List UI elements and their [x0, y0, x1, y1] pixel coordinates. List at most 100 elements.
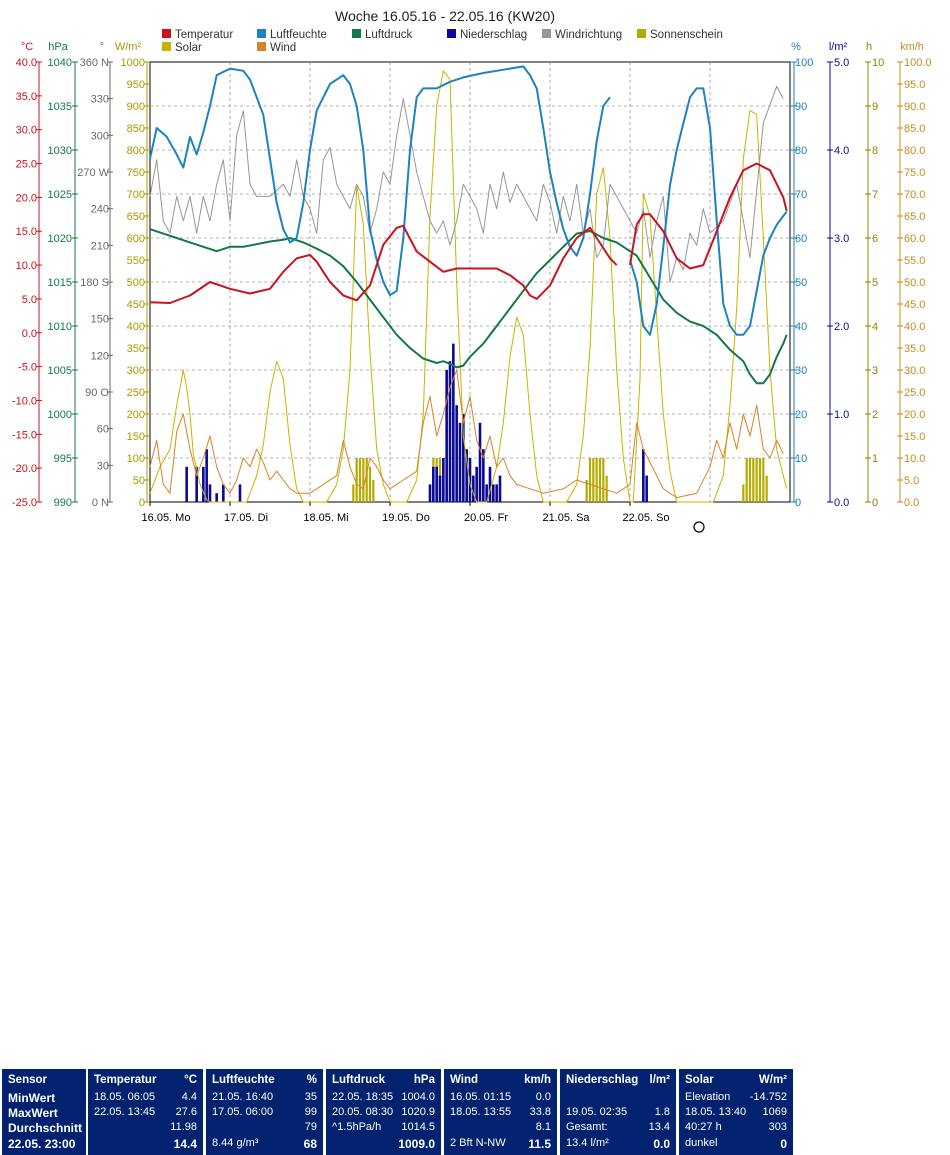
sonnenschein-bar — [605, 475, 608, 502]
hum-tick-label: 0 — [795, 497, 801, 509]
sensor-header: Sensor — [8, 1074, 47, 1086]
temp-tick-label: 40.0 — [16, 57, 37, 69]
niederschlag-bar — [642, 449, 645, 502]
temperatur-line — [149, 224, 618, 304]
x-tick-label: 22.05. So — [622, 512, 669, 524]
legend-swatch — [162, 42, 171, 51]
solar-header: Solar — [685, 1074, 714, 1086]
hum-tick-label: 70 — [795, 189, 807, 201]
niederschlag-bar — [445, 370, 448, 502]
legend-label: Sonnenschein — [650, 29, 723, 41]
wind-tick-label: 25.0 — [904, 387, 925, 399]
sonnenschein-bar — [372, 480, 375, 502]
solar-row-value: 303 — [768, 1121, 787, 1133]
solar-tick-label: 300 — [127, 365, 145, 377]
chart-legend: Temperatur Luftfeuchte Luftdruck Niederschl… — [162, 29, 723, 54]
sonnenschein-bar — [765, 475, 768, 502]
sun-tick-label: 9 — [872, 101, 878, 113]
wind-tick-label: 65.0 — [904, 211, 925, 223]
wind-tick-label: 80.0 — [904, 145, 925, 157]
luftfeuchte-line — [149, 65, 611, 297]
legend-swatch — [637, 29, 646, 38]
summary-solar: Solar W/m² Elevation -14.752 18.05. 13:40 106… — [679, 1069, 793, 1155]
rain-tick-label: 3.0 — [834, 233, 849, 245]
niederschlag-bar — [458, 422, 462, 502]
niederschlag-bar — [468, 458, 472, 502]
press-tick-label: 1005 — [48, 365, 72, 377]
niederschlag-bar — [185, 466, 188, 502]
solar-line — [149, 70, 788, 503]
sonnenschein-bar — [595, 458, 598, 502]
niederschlag-bar — [442, 458, 445, 502]
chart-title: Woche 16.05.16 - 22.05.16 (KW20) — [335, 8, 555, 24]
hum-tick-label: 20 — [795, 409, 807, 421]
luftdruck-row-value: 1014.5 — [401, 1121, 435, 1133]
legend-swatch — [447, 29, 456, 38]
press-tick-label: 1015 — [48, 277, 72, 289]
dir-tick-label: 150 — [91, 314, 109, 326]
temp-tick-label: 15.0 — [16, 226, 37, 238]
solar-tick-label: 500 — [127, 277, 145, 289]
hum-tick-label: 60 — [795, 233, 807, 245]
wind-header: Wind — [450, 1074, 478, 1086]
legend-swatch — [257, 42, 266, 51]
temperatur-row-value: 11.98 — [170, 1121, 197, 1133]
dir-tick-label: 210 — [91, 240, 109, 252]
sun-unit-label: h — [866, 41, 872, 53]
legend-label: Luftdruck — [365, 29, 413, 41]
luftfeuchte-row-value: 68 — [303, 1137, 317, 1151]
temp-unit-label: °C — [21, 41, 33, 53]
solar-tick-label: 100 — [127, 453, 145, 465]
luftdruck-line — [149, 228, 788, 385]
wind-tick-label: 85.0 — [904, 123, 925, 135]
y-axes: 40.035.030.025.020.015.010.05.00.0-5.0-1… — [12, 57, 932, 509]
niederschlag-bar — [465, 449, 468, 502]
wind-tick-label: 15.0 — [904, 431, 925, 443]
sonnenschein-bar — [592, 458, 595, 502]
niederschlag-bar — [222, 484, 225, 502]
line-series — [149, 65, 788, 503]
solar-tick-label: 250 — [127, 387, 145, 399]
temp-tick-label: -10.0 — [12, 395, 37, 407]
luftfeuchte-row-label: 21.05. 16:40 — [212, 1091, 274, 1103]
temp-tick-label: -20.0 — [12, 463, 37, 475]
luftfeuchte-row-value: 79 — [304, 1121, 317, 1133]
niederschlag-bar — [488, 466, 492, 502]
sun-tick-label: 6 — [872, 233, 878, 245]
niederschlag-bar — [495, 484, 498, 502]
solar-row-label: 18.05. 13:40 — [685, 1106, 747, 1118]
sonnenschein-bar — [355, 458, 358, 502]
niederschlag-row-label: 13.4 l/m² — [566, 1137, 609, 1149]
wind-tick-label: 35.0 — [904, 343, 925, 355]
luftdruck-row-value: 1020.9 — [401, 1106, 435, 1118]
dir-tick-label: 90 O — [85, 387, 109, 399]
solar-row-value: 1069 — [762, 1106, 787, 1118]
sun-tick-label: 1 — [872, 453, 878, 465]
wind-tick-label: 5.0 — [904, 475, 919, 487]
niederschlag-header: Niederschlag — [566, 1074, 639, 1086]
wind-tick-label: 0.0 — [904, 497, 919, 509]
hum-tick-label: 10 — [795, 453, 807, 465]
sonnenschein-bar — [362, 458, 365, 502]
solar-row-label: dunkel — [685, 1137, 718, 1149]
wind-row-label: 16.05. 01:15 — [450, 1091, 512, 1103]
row-label: MaxWert — [8, 1106, 58, 1120]
luftfeuchte-row-value: 99 — [304, 1106, 317, 1118]
niederschlag-bar — [475, 466, 478, 502]
row-label: MinWert — [8, 1091, 56, 1105]
luftfeuchte-row-label: 8.44 g/m³ — [212, 1137, 259, 1149]
dir-tick-label: 240 — [91, 204, 109, 216]
press-tick-label: 1035 — [48, 101, 72, 113]
sun-tick-label: 2 — [872, 409, 878, 421]
niederschlag-bar — [208, 484, 212, 502]
solar-tick-label: 700 — [127, 189, 145, 201]
wind-tick-label: 100.0 — [904, 57, 932, 69]
solar-row-label: Elevation — [685, 1091, 731, 1103]
solar-tick-label: 550 — [127, 255, 145, 267]
row-label: 22.05. 23:00 — [8, 1137, 76, 1151]
hum-tick-label: 30 — [795, 365, 807, 377]
sonnenschein-bar — [742, 484, 745, 502]
sun-tick-label: 0 — [872, 497, 878, 509]
temp-tick-label: 0.0 — [22, 328, 37, 340]
temperatur-header: Temperatur — [94, 1074, 157, 1086]
